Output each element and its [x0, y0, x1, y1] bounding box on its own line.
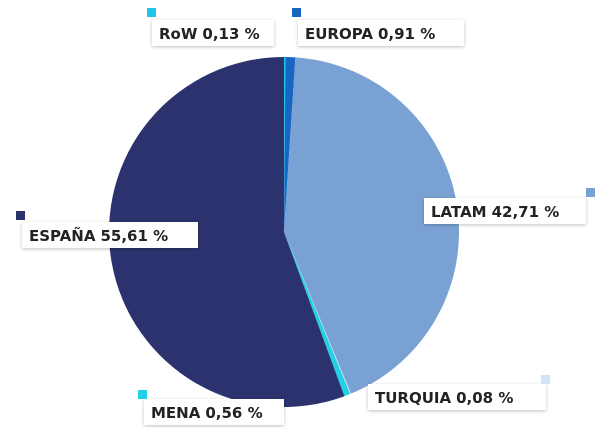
labels: RoW 0,13 % EUROPA 0,91 % LATAM 42,71 % TURQUIA…: [16, 8, 595, 425]
slice: [284, 232, 351, 395]
slice: [284, 57, 460, 394]
category-name: MENA: [151, 404, 201, 422]
value-label: 0,13 %: [202, 25, 259, 43]
category-name: ESPAÑA: [29, 226, 96, 245]
value-label: 0,08 %: [456, 389, 513, 407]
legend-swatch: [147, 8, 156, 17]
category-name: LATAM: [431, 203, 487, 221]
legend-swatch: [541, 375, 550, 384]
value-label: 42,71 %: [492, 203, 560, 221]
pie: [108, 57, 460, 408]
label-box: [368, 384, 546, 410]
legend-swatch: [138, 390, 147, 399]
value-label: 0,91 %: [378, 25, 435, 43]
category-name: EUROPA: [305, 25, 373, 43]
category-name: TURQUIA: [375, 389, 451, 407]
value-label: 0,56 %: [205, 404, 262, 422]
label-box: [152, 20, 274, 46]
slice: [284, 232, 351, 397]
legend-swatch: [292, 8, 301, 17]
slice: [108, 57, 345, 408]
value-label: 55,61 %: [100, 227, 168, 245]
slice: [284, 57, 286, 232]
data-label: ESPAÑA 55,61 %: [29, 226, 168, 245]
label-box: [22, 222, 198, 248]
label-box: [144, 399, 284, 425]
label-box: [424, 198, 586, 224]
label-box: [298, 20, 464, 46]
data-label: MENA 0,56 %: [151, 404, 263, 422]
legend-swatch: [16, 211, 25, 220]
data-label: LATAM 42,71 %: [431, 203, 559, 221]
data-label: RoW 0,13 %: [159, 25, 260, 43]
data-label: EUROPA 0,91 %: [305, 25, 435, 43]
category-name: RoW: [159, 25, 198, 43]
slice: [284, 57, 296, 233]
data-label: TURQUIA 0,08 %: [375, 389, 513, 407]
legend-swatch: [586, 188, 595, 197]
